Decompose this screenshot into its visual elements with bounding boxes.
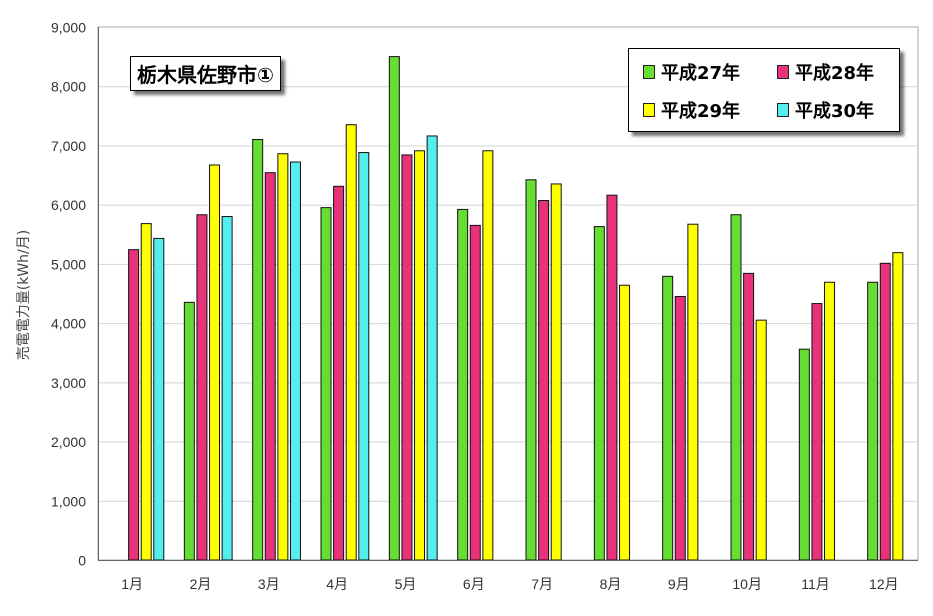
x-tick-label: 11月	[801, 576, 830, 592]
bar	[320, 207, 332, 561]
legend: 平成27年 平成28年 平成29年 平成30年	[628, 48, 900, 132]
bar	[289, 161, 301, 561]
bar	[879, 262, 891, 561]
y-tick-labels: 0 1,000 2,000 3,000 4,000 5,000 6,000 7,000 8,00…	[51, 20, 86, 569]
bar	[606, 194, 618, 561]
legend-swatch-h28	[777, 65, 789, 79]
bar	[345, 124, 357, 561]
x-tick-labels: 1月 2月 3月 4月 5月 6月 7月 8月 9月 10月 11月 12月	[121, 576, 898, 592]
bar	[892, 252, 904, 561]
y-tick-label: 4,000	[51, 316, 86, 332]
y-tick-label: 0	[78, 553, 86, 569]
legend-item-h27: 平成27年	[643, 59, 740, 85]
y-tick-label: 5,000	[51, 256, 86, 272]
bar	[482, 150, 494, 561]
y-tick-label: 7,000	[51, 138, 86, 154]
bar	[209, 164, 221, 561]
y-tick-label: 1,000	[51, 493, 86, 509]
bar	[457, 208, 469, 561]
legend-item-h30: 平成30年	[777, 97, 874, 123]
bar	[662, 275, 674, 561]
bar	[333, 185, 345, 561]
bar	[128, 249, 140, 561]
bar	[619, 284, 631, 561]
legend-label-h30: 平成30年	[795, 101, 875, 122]
x-tick-label: 4月	[326, 576, 348, 592]
y-tick-label: 6,000	[51, 197, 86, 213]
bar	[196, 214, 208, 561]
axes	[98, 27, 918, 561]
bar	[798, 348, 810, 561]
bar	[388, 56, 400, 561]
bar	[687, 223, 699, 561]
bar	[538, 200, 550, 561]
x-tick-label: 10月	[732, 576, 762, 592]
x-tick-label: 3月	[258, 576, 280, 592]
x-tick-label: 1月	[121, 576, 143, 592]
bar	[358, 152, 370, 561]
bar	[401, 154, 413, 561]
bar	[811, 303, 823, 561]
bar	[183, 301, 195, 561]
x-tick-label: 5月	[395, 576, 417, 592]
y-tick-label: 2,000	[51, 434, 86, 450]
legend-label-h29: 平成29年	[661, 101, 741, 122]
chart-title: 栃木県佐野市①	[137, 63, 274, 87]
bar	[755, 319, 767, 561]
bar	[525, 179, 537, 561]
bar	[730, 214, 742, 561]
bar	[414, 150, 426, 561]
bar	[867, 281, 879, 561]
bar	[252, 139, 264, 561]
bar	[824, 281, 836, 561]
bar	[221, 216, 233, 561]
legend-swatch-h27	[643, 65, 655, 79]
bar	[426, 135, 438, 561]
legend-swatch-h29	[643, 103, 655, 117]
bar	[674, 295, 686, 561]
bar	[277, 153, 289, 561]
y-tick-label: 3,000	[51, 375, 86, 391]
x-tick-label: 8月	[600, 576, 622, 592]
x-tick-label: 12月	[869, 576, 899, 592]
legend-item-h28: 平成28年	[777, 59, 874, 85]
x-tick-label: 2月	[190, 576, 212, 592]
x-tick-label: 6月	[463, 576, 485, 592]
y-tick-label: 8,000	[51, 79, 86, 95]
legend-label-h28: 平成28年	[795, 63, 875, 84]
y-axis-label: 売電電力量(kWh/月)	[16, 230, 32, 360]
legend-label-h27: 平成27年	[661, 63, 741, 84]
chart-title-box: 栃木県佐野市①	[130, 56, 281, 91]
legend-item-h29: 平成29年	[643, 97, 740, 123]
bar	[153, 237, 165, 561]
bar	[743, 272, 755, 561]
legend-swatch-h30	[777, 103, 789, 117]
bars	[128, 56, 904, 561]
bar	[550, 183, 562, 561]
bar	[593, 226, 605, 561]
x-tick-label: 7月	[531, 576, 553, 592]
x-tick-label: 9月	[668, 576, 690, 592]
y-tick-label: 9,000	[51, 20, 86, 36]
bar	[264, 172, 276, 561]
bar	[469, 224, 481, 561]
bar	[140, 223, 152, 561]
